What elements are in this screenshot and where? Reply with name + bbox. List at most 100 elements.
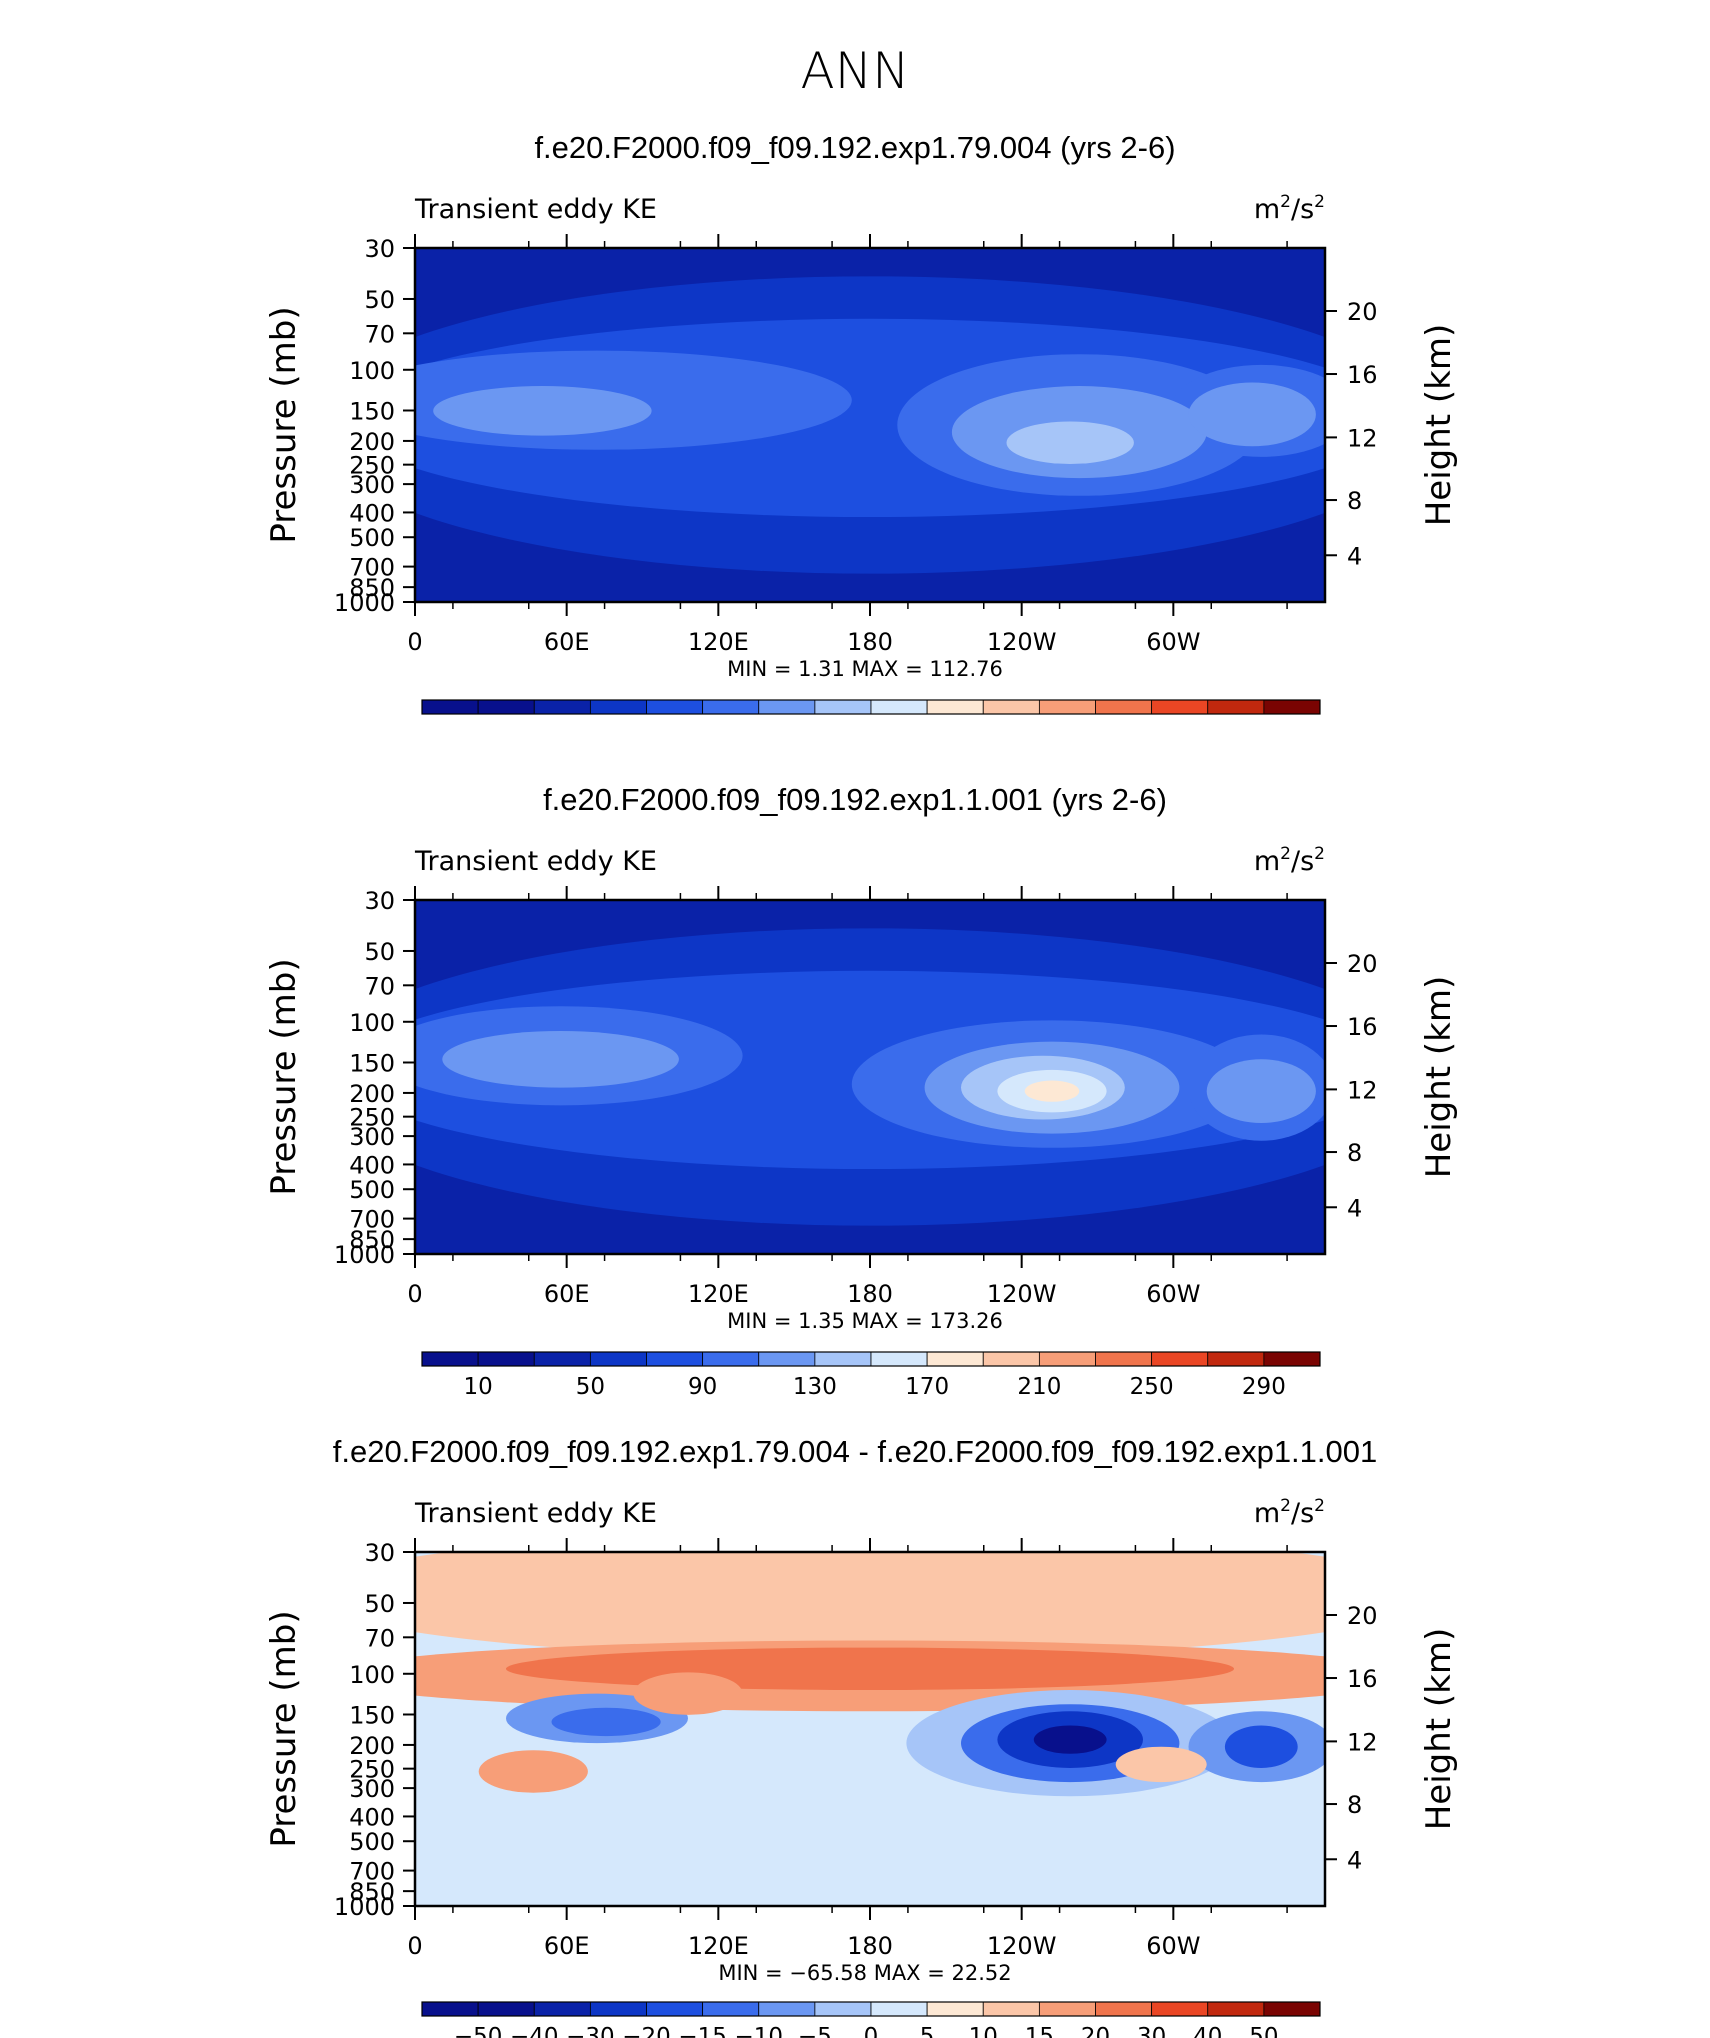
- colorbar-label: 50: [1249, 2024, 1278, 2038]
- longitude-tick-label: 60E: [544, 1280, 590, 1308]
- colorbar-box: [533, 2001, 591, 2017]
- pressure-tick-label: 400: [349, 1151, 395, 1179]
- longitude-tick-label: 120E: [688, 1280, 749, 1308]
- panel-3-title: f.e20.F2000.f09_f09.192.exp1.79.004 - f.…: [332, 1434, 1378, 1469]
- pressure-tick-label: 400: [349, 499, 395, 527]
- colorbar-label: 10: [969, 2024, 998, 2038]
- colorbar-label: 5: [920, 2024, 935, 2038]
- right-axis-title: Height (km): [1419, 324, 1459, 527]
- longitude-tick-label: 120E: [688, 1932, 749, 1960]
- right-axis-title: Height (km): [1419, 1628, 1459, 1831]
- pressure-tick-label: 70: [364, 1624, 395, 1652]
- pressure-tick-label: 850: [349, 1878, 395, 1906]
- colorbar-label: 210: [1017, 1374, 1061, 1400]
- colorbar-label: 170: [905, 1374, 949, 1400]
- min-max-label: MIN = −65.58 MAX = 22.52: [718, 1961, 1011, 1985]
- height-tick-label: 12: [1347, 1076, 1378, 1104]
- pressure-tick-label: 200: [349, 1080, 395, 1108]
- page-title: ANN: [800, 42, 910, 100]
- plot-area-3: [415, 1552, 1325, 1906]
- colorbar-box: [1263, 2001, 1321, 2017]
- longitude-tick-label: 180: [847, 1932, 893, 1960]
- variable-label: Transient eddy KE: [414, 1498, 657, 1529]
- unit-label: m2/s2: [1254, 1496, 1325, 1529]
- contour-region-9: [1033, 1725, 1107, 1754]
- colorbar-label: 130: [793, 1374, 837, 1400]
- contour-region-12: [1024, 1080, 1080, 1102]
- left-axis-title: Pressure (mb): [264, 306, 304, 543]
- pressure-tick-label: 150: [349, 1049, 395, 1077]
- panel-1-chart: Transient eddy KE m2/s2305070100150200250…: [264, 192, 1459, 715]
- pressure-tick-label: 700: [349, 554, 395, 582]
- pressure-tick-label: 400: [349, 1803, 395, 1831]
- colorbar-frame: [421, 699, 1321, 715]
- height-tick-label: 20: [1347, 1602, 1378, 1630]
- pressure-tick-label: 30: [364, 887, 395, 915]
- pressure-tick-label: 50: [364, 1590, 395, 1618]
- pressure-tick-label: 150: [349, 1701, 395, 1729]
- height-tick-label: 4: [1347, 1846, 1362, 1874]
- longitude-tick-label: 120W: [987, 628, 1057, 656]
- longitude-tick-label: 0: [407, 628, 422, 656]
- pressure-tick-label: 250: [349, 452, 395, 480]
- left-axis-title: Pressure (mb): [264, 1610, 304, 1847]
- colorbar-label: 290: [1242, 1374, 1286, 1400]
- pressure-tick-label: 50: [364, 286, 395, 314]
- pressure-tick-label: 500: [349, 524, 395, 552]
- colorbar-label: −40: [510, 2024, 559, 2038]
- colorbar-label: 40: [1193, 2024, 1222, 2038]
- colorbar-box: [702, 2001, 760, 2017]
- colorbar-box: [982, 2001, 1040, 2017]
- colorbar-label: 10: [463, 1374, 492, 1400]
- height-tick-label: 4: [1347, 542, 1362, 570]
- pressure-tick-label: 150: [349, 397, 395, 425]
- colorbar-label: −30: [566, 2024, 615, 2038]
- pressure-tick-label: 1000: [334, 1241, 395, 1269]
- contour-region-3: [506, 1647, 1234, 1691]
- pressure-tick-label: 300: [349, 1123, 395, 1151]
- height-tick-label: 12: [1347, 424, 1378, 452]
- colorbar-label: 250: [1130, 1374, 1174, 1400]
- colorbar-box: [814, 2001, 872, 2017]
- plot-area-2: [415, 900, 1325, 1254]
- height-tick-label: 8: [1347, 487, 1362, 515]
- pressure-tick-label: 30: [364, 1539, 395, 1567]
- longitude-tick-label: 120W: [987, 1280, 1057, 1308]
- contour-region-11: [1224, 1725, 1298, 1768]
- colorbar-label: 20: [1081, 2024, 1110, 2038]
- longitude-tick-label: 0: [407, 1932, 422, 1960]
- colorbar-box: [646, 2001, 704, 2017]
- pressure-tick-label: 70: [364, 972, 395, 1000]
- pressure-tick-label: 700: [349, 1858, 395, 1886]
- contour-region-9: [1206, 1059, 1316, 1124]
- height-tick-label: 8: [1347, 1139, 1362, 1167]
- contour-region-12: [478, 1750, 588, 1793]
- colorbar-label: 0: [864, 2024, 879, 2038]
- longitude-tick-label: 60E: [544, 628, 590, 656]
- colorbar-box: [1095, 2001, 1153, 2017]
- contour-region-14: [1115, 1746, 1207, 1783]
- pressure-tick-label: 850: [349, 1226, 395, 1254]
- contour-region-5: [551, 1707, 661, 1737]
- height-tick-label: 20: [1347, 298, 1378, 326]
- pressure-tick-label: 300: [349, 471, 395, 499]
- colorbar-label: −50: [454, 2024, 503, 2038]
- colorbar-label: 50: [576, 1374, 605, 1400]
- pressure-tick-label: 700: [349, 1206, 395, 1234]
- contour-region-7: [442, 1030, 679, 1088]
- colorbar-box: [1038, 2001, 1096, 2017]
- colorbar-box: [1207, 2001, 1265, 2017]
- contour-region-1: [415, 1552, 1325, 1659]
- colorbar-box: [870, 2001, 928, 2017]
- longitude-tick-label: 120W: [987, 1932, 1057, 1960]
- variable-label: Transient eddy KE: [414, 194, 657, 225]
- pressure-tick-label: 500: [349, 1176, 395, 1204]
- colorbar-box: [1151, 2001, 1209, 2017]
- pressure-tick-label: 100: [349, 1661, 395, 1689]
- height-tick-label: 4: [1347, 1194, 1362, 1222]
- height-tick-label: 8: [1347, 1791, 1362, 1819]
- pressure-tick-label: 200: [349, 428, 395, 456]
- min-max-label: MIN = 1.31 MAX = 112.76: [727, 657, 1003, 681]
- pressure-tick-label: 300: [349, 1775, 395, 1803]
